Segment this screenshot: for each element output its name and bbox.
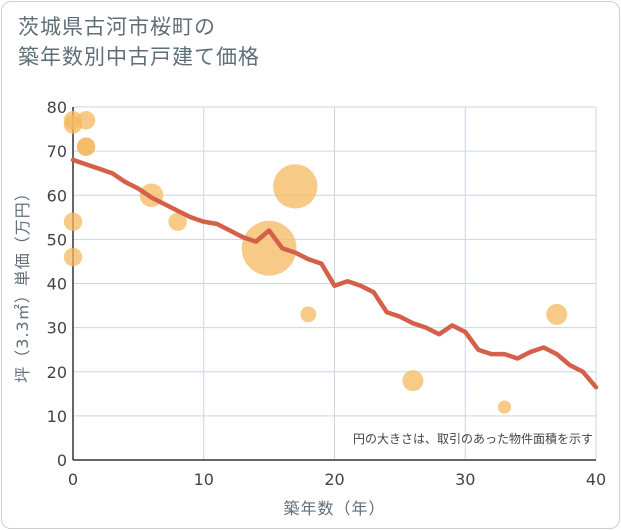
bubble-size-note: 円の大きさは、取引のあった物件面積を示す — [353, 431, 593, 446]
chart-title: 茨城県古河市桜町の 築年数別中古戸建て価格 — [18, 12, 260, 73]
bubble-layer — [63, 111, 568, 414]
data-bubble — [497, 400, 512, 414]
y-tick-label: 50 — [47, 230, 67, 249]
x-tick-label: 30 — [455, 470, 475, 489]
chart-title-line1: 茨城県古河市桜町の — [18, 15, 216, 39]
x-axis-label: 築年数（年） — [283, 499, 385, 518]
data-bubble — [241, 220, 297, 276]
y-axis-label: 坪（3.3㎡）単価（万円） — [13, 184, 32, 382]
x-tick-label: 20 — [324, 470, 344, 489]
x-tick-label: 40 — [586, 470, 606, 489]
y-tick-label: 80 — [47, 98, 67, 117]
chart-title-line2: 築年数別中古戸建て価格 — [18, 45, 260, 70]
trend-line — [70, 157, 599, 390]
y-tick-label: 30 — [47, 319, 67, 338]
data-bubble — [273, 164, 318, 209]
y-tick-label: 70 — [47, 142, 67, 161]
data-bubble — [76, 137, 96, 156]
x-tick-label: 10 — [194, 470, 214, 489]
y-tick-label: 40 — [47, 275, 67, 294]
y-tick-label: 10 — [47, 407, 67, 426]
y-tick-label: 60 — [47, 186, 67, 205]
trend-line-layer — [70, 157, 599, 390]
y-tick-label: 20 — [47, 363, 67, 382]
y-tick-label: 0 — [57, 451, 67, 470]
data-bubble — [63, 247, 83, 267]
data-bubble — [300, 306, 317, 323]
data-bubble — [546, 303, 568, 325]
data-bubble — [76, 111, 96, 130]
tick-label-layer: 0 10 20 30 40 0 10 20 30 40 50 60 70 80 — [47, 98, 607, 489]
x-tick-label: 0 — [68, 470, 78, 489]
data-bubble — [168, 212, 187, 231]
data-bubble — [63, 212, 83, 231]
data-bubble — [402, 370, 424, 392]
chart-grid — [72, 106, 597, 461]
